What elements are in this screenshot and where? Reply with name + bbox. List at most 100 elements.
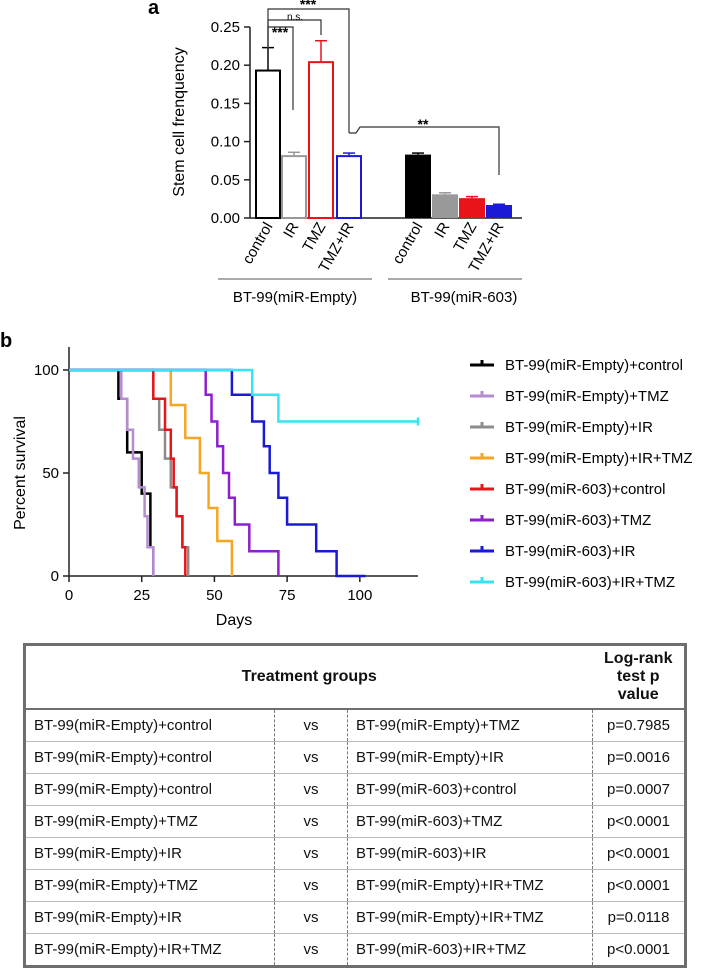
group-a-cell: BT-99(miR-Empty)+IR	[24, 837, 275, 870]
group-b-cell: BT-99(miR-Empty)+IR+TMZ	[347, 901, 593, 934]
vs-cell: vs	[274, 869, 348, 902]
p-value-cell: p<0.0001	[592, 869, 686, 902]
survival-curve	[69, 368, 155, 576]
y-tick-label: 0.25	[211, 19, 240, 36]
bar	[405, 154, 431, 218]
header-treatment-groups: Treatment groups	[24, 644, 593, 710]
legend-label: BT-99(miR-603)+control	[505, 481, 665, 498]
x-tick-label: 100	[347, 587, 372, 604]
x-tick-label: 0	[65, 587, 73, 604]
y-tick-label: 100	[34, 362, 59, 379]
survival-curve	[69, 368, 155, 576]
bar	[486, 205, 512, 218]
group-label-miR-603: BT-99(miR-603)	[411, 289, 518, 306]
p-value-cell: p<0.0001	[592, 837, 686, 870]
vs-cell: vs	[274, 709, 348, 742]
legend-label: BT-99(miR-603)+IR	[505, 543, 636, 560]
legend-item: BT-99(miR-603)+TMZ	[470, 512, 651, 529]
p-value-cell: p=0.0007	[592, 773, 686, 806]
table-row: BT-99(miR-Empty)+control vs BT-99(miR-Empt…	[24, 741, 686, 774]
group-label-miR-Empty: BT-99(miR-Empty)	[233, 289, 357, 306]
bar	[432, 194, 458, 218]
legend-label: BT-99(miR-Empty)+IR+TMZ	[505, 450, 693, 467]
group-b-cell: BT-99(miR-603)+IR	[347, 837, 593, 870]
legend-label: BT-99(miR-Empty)+TMZ	[505, 388, 669, 405]
group-b-cell: BT-99(miR-603)+control	[347, 773, 593, 806]
table-row: BT-99(miR-Empty)+control vs BT-99(miR-Empt…	[24, 709, 686, 742]
legend-item: BT-99(miR-603)+control	[470, 481, 665, 498]
bar	[255, 69, 281, 219]
log-rank-table: Treatment groups Log-rank test p value B…	[23, 643, 687, 968]
group-a-cell: BT-99(miR-Empty)+TMZ	[24, 805, 275, 838]
category-label: IR	[280, 219, 302, 241]
vs-cell: vs	[274, 773, 348, 806]
group-a-cell: BT-99(miR-Empty)+control	[24, 741, 275, 774]
sig-label: n.s.	[287, 12, 303, 23]
group-b-cell: BT-99(miR-Empty)+TMZ	[347, 709, 593, 742]
group-b-cell: BT-99(miR-603)+IR+TMZ	[347, 933, 593, 967]
legend-item: BT-99(miR-Empty)+TMZ	[470, 388, 669, 405]
p-value-cell: p=0.7985	[592, 709, 686, 742]
legend-label: BT-99(miR-Empty)+control	[505, 357, 683, 374]
y-tick-label: 0.05	[211, 172, 240, 189]
vs-cell: vs	[274, 837, 348, 870]
category-label: control	[239, 220, 276, 267]
bar	[459, 198, 485, 218]
survival-curve	[69, 368, 234, 576]
group-a-cell: BT-99(miR-Empty)+control	[24, 773, 275, 806]
p-value-cell: p=0.0016	[592, 741, 686, 774]
legend-item: BT-99(miR-Empty)+control	[470, 357, 683, 374]
legend-item: BT-99(miR-603)+IR	[470, 543, 636, 560]
legend-item: BT-99(miR-Empty)+IR	[470, 419, 653, 436]
header-pvalue-line2: test p value	[616, 668, 660, 703]
y-tick-label: 0.20	[211, 57, 240, 74]
x-tick-label: 50	[206, 587, 223, 604]
survival-chart-panel-b: b 0 50 100 0 25 50 75 100 Days Percent survival B…	[0, 330, 693, 629]
x-tick-label: 75	[279, 587, 296, 604]
survival-curve	[69, 368, 366, 578]
group-b-cell: BT-99(miR-Empty)+IR	[347, 741, 593, 774]
bar	[308, 61, 334, 220]
survival-curve	[69, 368, 418, 423]
table-row: BT-99(miR-Empty)+control vs BT-99(miR-603)…	[24, 773, 686, 806]
p-value-cell: p=0.0118	[592, 901, 686, 934]
sig-label: ***	[300, 0, 317, 12]
table-row: BT-99(miR-Empty)+IR vs BT-99(miR-603)+IR p<…	[24, 837, 686, 870]
table-header-row: Treatment groups Log-rank test p value	[24, 644, 686, 710]
bar-chart-panel-a: a 0.00 0.05 0.10 0.15 0.20 0.25 Stem cell fren…	[148, 0, 522, 306]
vs-cell: vs	[274, 805, 348, 838]
legend-label: BT-99(miR-Empty)+IR	[505, 419, 653, 436]
y-tick-label: 0.00	[211, 210, 240, 227]
table-row: BT-99(miR-Empty)+TMZ vs BT-99(miR-603)+TMZ…	[24, 805, 686, 838]
y-tick-label: 0.15	[211, 95, 240, 112]
p-value-cell: p<0.0001	[592, 805, 686, 838]
y-tick-label: 0.10	[211, 134, 240, 151]
legend-item: BT-99(miR-Empty)+IR+TMZ	[470, 450, 693, 467]
table-row: BT-99(miR-Empty)+TMZ vs BT-99(miR-Empty)+I…	[24, 869, 686, 902]
header-pvalue-line1: Log-rank	[604, 650, 673, 667]
x-tick-label: 25	[133, 587, 150, 604]
group-b-cell: BT-99(miR-Empty)+IR+TMZ	[347, 869, 593, 902]
y-tick-label: 0	[51, 568, 59, 585]
sig-label: ***	[272, 24, 289, 40]
panel-b-label: b	[0, 330, 12, 352]
group-b-cell: BT-99(miR-603)+TMZ	[347, 805, 593, 838]
survival-curve	[69, 368, 280, 576]
sig-label: **	[418, 116, 429, 132]
x-axis-title: Days	[216, 612, 252, 629]
vs-cell: vs	[274, 933, 348, 967]
y-axis-title: Stem cell frenquency	[171, 47, 188, 196]
y-tick-label: 50	[42, 465, 59, 482]
bar	[336, 155, 362, 219]
vs-cell: vs	[274, 741, 348, 774]
vs-cell: vs	[274, 901, 348, 934]
legend-label: BT-99(miR-603)+TMZ	[505, 512, 651, 529]
group-a-cell: BT-99(miR-Empty)+control	[24, 709, 275, 742]
group-a-cell: BT-99(miR-Empty)+IR	[24, 901, 275, 934]
group-a-cell: BT-99(miR-Empty)+TMZ	[24, 869, 275, 902]
p-value-cell: p<0.0001	[607, 941, 670, 958]
legend-item: BT-99(miR-603)+IR+TMZ	[470, 574, 675, 591]
header-pvalue: Log-rank test p value	[592, 644, 686, 710]
group-a-cell: BT-99(miR-Empty)+IR+TMZ	[24, 933, 275, 967]
table-row: BT-99(miR-Empty)+IR vs BT-99(miR-Empty)+IR…	[24, 901, 686, 934]
